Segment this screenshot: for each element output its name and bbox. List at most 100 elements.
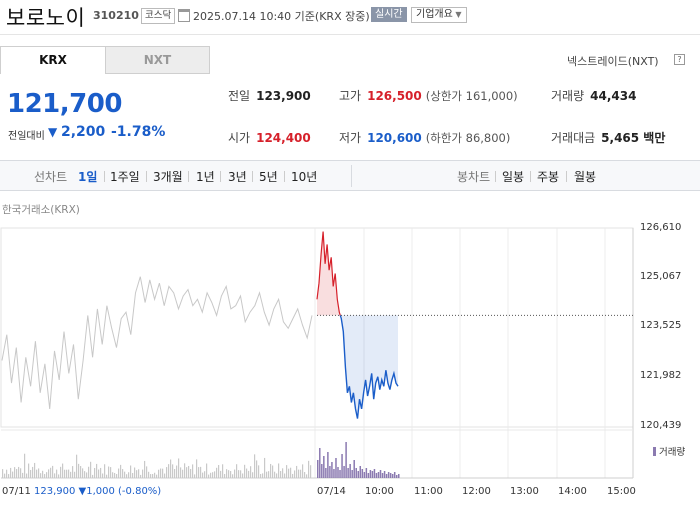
period-3y[interactable]: 3년 [228, 170, 247, 184]
volume-bar [132, 473, 134, 478]
volume-bar [333, 469, 335, 478]
line-chart-label: 선차트 [34, 170, 68, 184]
volume-bar [319, 448, 321, 478]
volume-bar [106, 474, 108, 478]
volume-bar [54, 473, 56, 478]
period-1y[interactable]: 1년 [196, 170, 215, 184]
volume-bar [134, 467, 136, 478]
volume-bar [276, 473, 278, 478]
volume-bar [14, 467, 16, 478]
volume-bar [230, 471, 232, 478]
volume-bar [252, 472, 254, 478]
quote-amount-label: 거래대금 [551, 131, 596, 145]
volume-bar [102, 473, 104, 478]
volume-bar [367, 473, 370, 478]
volume-bar [375, 473, 378, 478]
volume-bar [148, 471, 150, 478]
volume-bar [353, 460, 355, 478]
volume-bar [373, 469, 376, 478]
price-change: 2,200 [61, 124, 106, 140]
volume-bar [286, 465, 288, 478]
volume-bar [214, 471, 216, 478]
down-triangle-icon: ▼ [48, 125, 58, 139]
period-3m[interactable]: 3개월 [153, 170, 183, 184]
volume-bar [274, 471, 276, 478]
volume-bar [104, 464, 106, 478]
volume-bar [343, 466, 345, 478]
tab-krx[interactable]: KRX [0, 46, 106, 74]
volume-bar [345, 442, 347, 478]
x-tick: 10:00 [365, 486, 394, 497]
volume-bar [204, 471, 206, 478]
y-tick: 125,067 [640, 271, 682, 282]
volume-bar [180, 467, 182, 478]
volume-bar [266, 471, 268, 478]
tab-nxt[interactable]: NXT [105, 46, 210, 74]
volume-bar [178, 458, 180, 478]
volume-bar [128, 472, 130, 478]
volume-bar [395, 475, 398, 478]
volume-bar [86, 472, 88, 478]
volume-bar [82, 468, 84, 478]
volume-bar [391, 474, 394, 478]
realtime-button[interactable]: 실시간 [371, 7, 407, 22]
prev-day-line [1, 276, 313, 409]
period-1d[interactable]: 1일 [78, 170, 98, 184]
volume-bar [64, 469, 66, 478]
volume-bar [278, 463, 280, 478]
volume-bar [20, 468, 22, 478]
period-5y[interactable]: 5년 [259, 170, 278, 184]
current-price: 121,700 [7, 89, 122, 119]
candle-monthly[interactable]: 월봉 [574, 170, 597, 184]
volume-bar [298, 469, 300, 478]
volume-bar [154, 472, 156, 478]
volume-bar [10, 467, 12, 478]
volume-bar [138, 469, 140, 478]
volume-bar [236, 464, 238, 478]
volume-bar [186, 467, 188, 478]
volume-bar [264, 457, 266, 478]
volume-bar [140, 474, 142, 478]
volume-bar [296, 465, 298, 478]
volume-bar [48, 469, 50, 478]
up-area [317, 231, 341, 316]
volume-bar [196, 459, 198, 478]
nxt-trade-link[interactable]: 넥스트레이드(NXT) [567, 55, 659, 68]
volume-bar [248, 470, 250, 478]
company-info-button[interactable]: 기업개요 ▼ [411, 7, 467, 23]
volume-bar [184, 463, 186, 478]
volume-bar [40, 473, 42, 478]
volume-bar [365, 468, 368, 478]
x-tick: 13:00 [510, 486, 539, 497]
volume-bar [146, 466, 148, 478]
volume-bar [120, 464, 122, 478]
volume-bar [174, 469, 176, 478]
volume-bar [244, 464, 246, 478]
volume-bar [170, 459, 172, 478]
volume-bar [34, 462, 36, 478]
volume-bar [194, 474, 196, 478]
volume-bar [387, 472, 390, 478]
volume-bar [62, 463, 64, 478]
volume-bar [242, 473, 244, 478]
candle-weekly[interactable]: 주봉 [537, 170, 560, 184]
period-1w[interactable]: 1주일 [110, 170, 140, 184]
volume-bar [72, 466, 74, 478]
period-10y[interactable]: 10년 [291, 170, 318, 184]
volume-bar [80, 466, 82, 478]
help-icon[interactable]: ? [674, 54, 685, 65]
y-tick: 123,525 [640, 320, 682, 331]
x-tick: 07/11 [2, 486, 31, 497]
volume-bar [144, 460, 146, 478]
volume-bar [377, 472, 380, 478]
volume-bar [371, 471, 374, 478]
volume-bar [50, 467, 52, 478]
stock-header: 보로노이 310210 코스닥 2025.07.14 10:40 기준(KRX … [0, 0, 700, 34]
volume-bar [306, 474, 308, 478]
volume-bar [18, 466, 20, 478]
volume-bar [284, 473, 286, 478]
volume-bar [228, 470, 230, 478]
volume-bar [152, 474, 154, 478]
candle-daily[interactable]: 일봉 [502, 170, 525, 184]
